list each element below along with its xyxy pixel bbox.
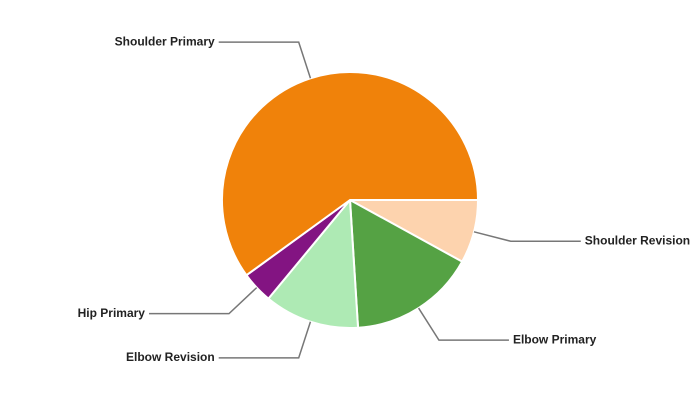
leader-line (218, 321, 312, 359)
leader-line (218, 41, 312, 79)
pie-slice (267, 197, 360, 329)
slice-label: Shoulder Primary (115, 34, 215, 48)
slice-label: Shoulder Revision (585, 233, 690, 247)
slice-label: Hip Primary (78, 306, 146, 320)
slice-label: Elbow Revision (126, 350, 215, 364)
leader-line (473, 231, 581, 243)
leader-line (417, 307, 509, 341)
slice-label: Elbow Primary (513, 332, 597, 346)
pie-slice (348, 198, 464, 329)
leader-line (148, 287, 258, 315)
pie-slice (221, 71, 480, 277)
